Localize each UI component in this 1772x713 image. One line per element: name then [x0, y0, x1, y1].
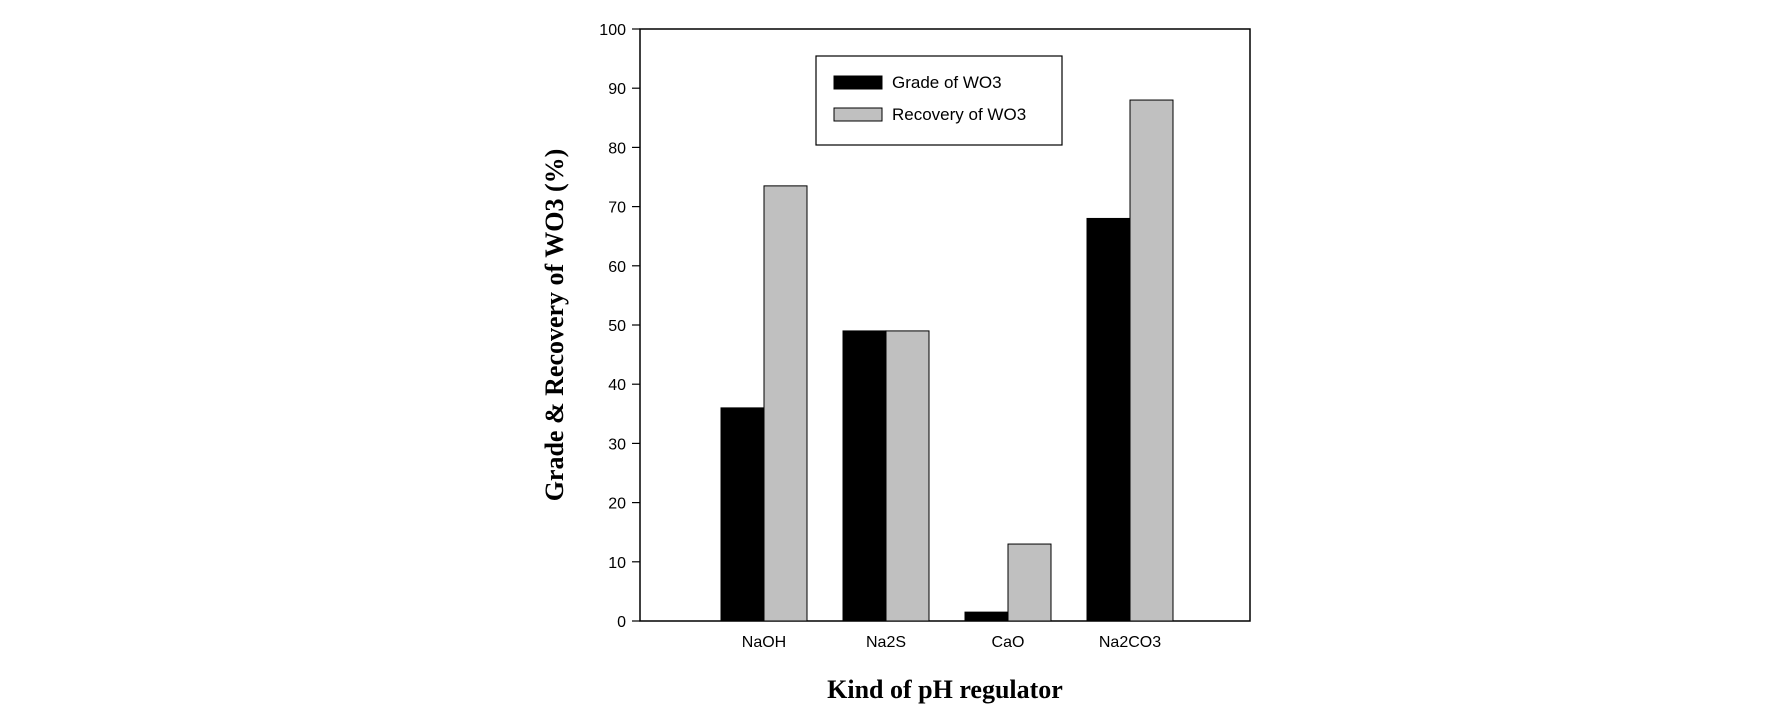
bar-na2co3-recovery — [1129, 99, 1174, 622]
legend: Grade of WO3 Recovery of WO3 — [815, 55, 1063, 146]
bars-group — [720, 99, 1174, 622]
y-tick-label-30: 30 — [608, 436, 626, 453]
bar-cao-recovery — [1007, 543, 1052, 622]
y-tick-label-20: 20 — [608, 496, 626, 513]
bar-na2s-grade — [842, 330, 887, 622]
x-tick-label-na2s: Na2S — [866, 634, 906, 651]
x-axis: NaOH Na2S CaO Na2CO3 — [742, 634, 1161, 651]
legend-swatch-grade — [833, 75, 883, 90]
y-tick-label-90: 90 — [608, 81, 626, 98]
y-tick-label-80: 80 — [608, 140, 626, 157]
bar-cao-grade — [964, 611, 1009, 622]
x-axis-title: Kind of pH regulator — [827, 675, 1063, 704]
bar-na2co3-grade — [1086, 217, 1131, 622]
x-tick-label-naoh: NaOH — [742, 634, 786, 651]
y-tick-label-70: 70 — [608, 200, 626, 217]
y-tick-label-60: 60 — [608, 259, 626, 276]
y-tick-label-0: 0 — [617, 614, 626, 631]
bar-naoh-recovery — [763, 185, 808, 622]
y-axis: 0 10 20 30 40 50 60 70 80 90 100 — [599, 22, 640, 631]
y-tick-label-100: 100 — [599, 22, 626, 39]
bar-naoh-grade — [720, 407, 765, 622]
bar-na2s-recovery — [885, 330, 930, 622]
y-tick-label-50: 50 — [608, 318, 626, 335]
y-axis-title: Grade & Recovery of WO3 (%) — [540, 149, 569, 502]
y-tick-label-40: 40 — [608, 377, 626, 394]
x-tick-label-cao: CaO — [992, 634, 1025, 651]
y-tick-label-10: 10 — [608, 555, 626, 572]
legend-box — [815, 55, 1063, 146]
x-tick-label-na2co3: Na2CO3 — [1099, 634, 1161, 651]
legend-label-recovery: Recovery of WO3 — [892, 105, 1026, 124]
legend-label-grade: Grade of WO3 — [892, 73, 1002, 92]
legend-swatch-recovery — [833, 107, 883, 122]
